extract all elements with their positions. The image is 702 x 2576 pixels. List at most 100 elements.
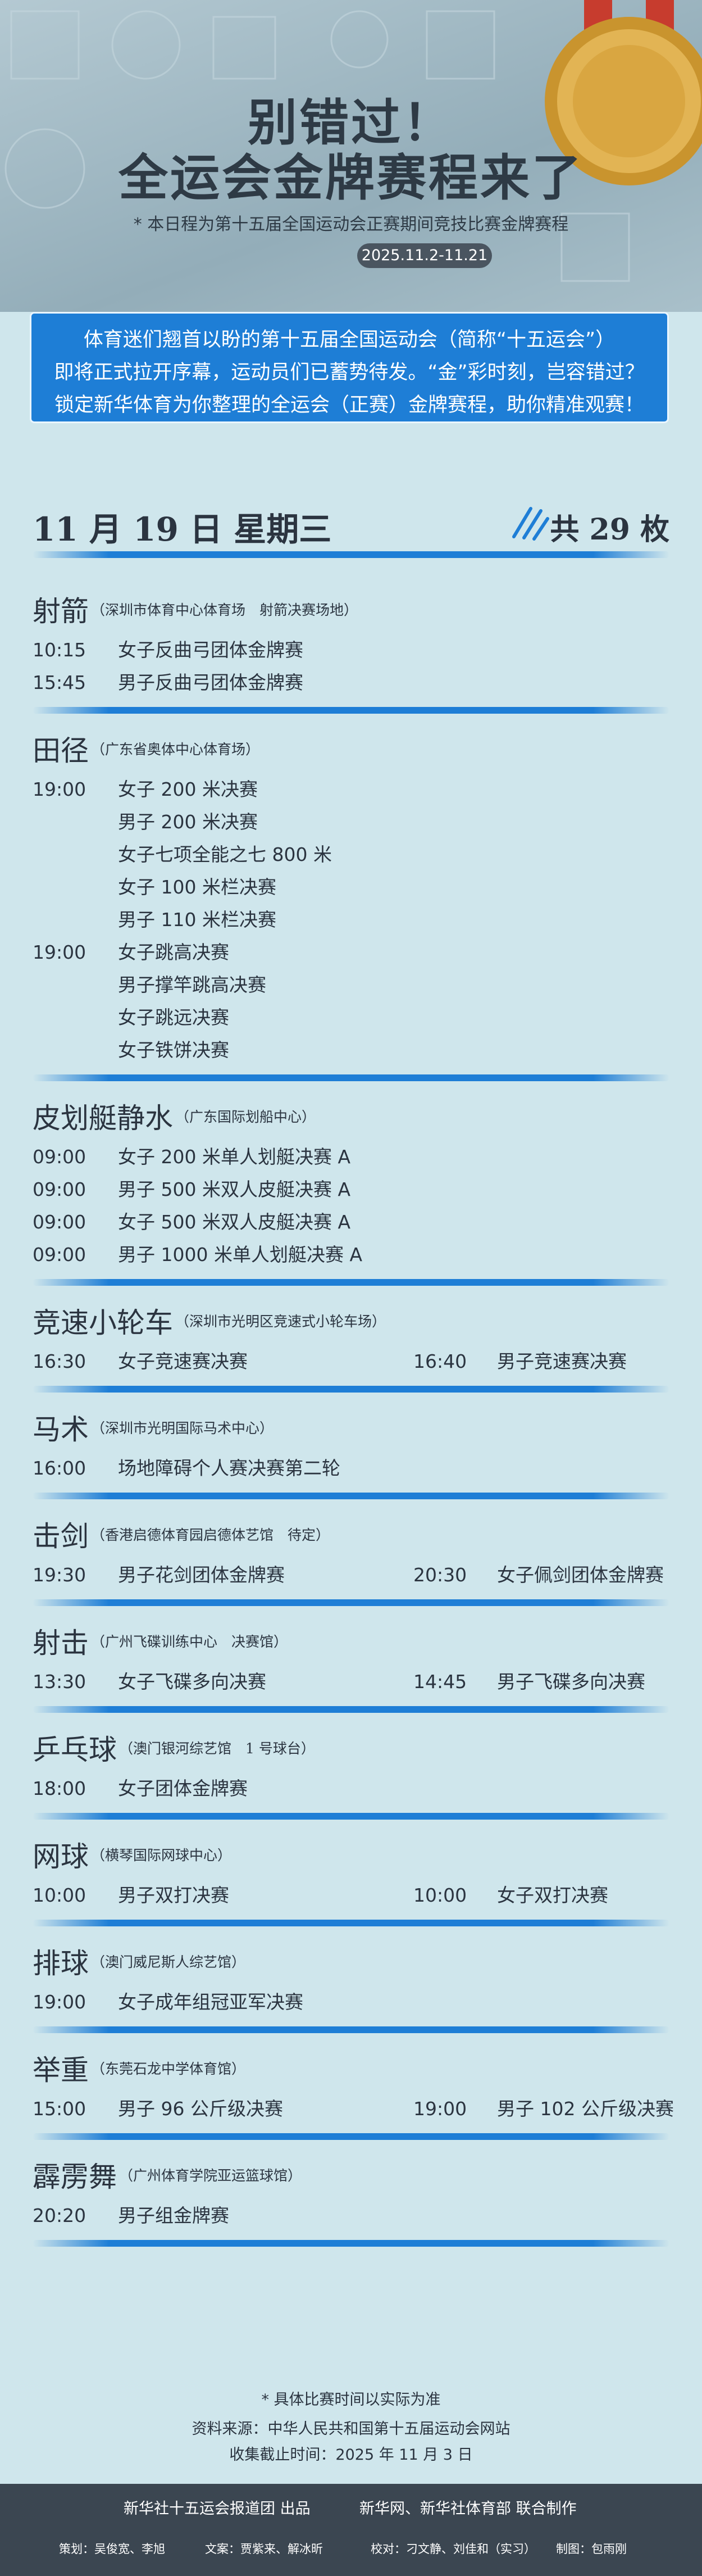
sport-section: 击剑 （香港启德体育园启德体艺馆 待定） 19:30 男子花剑团体金牌赛 20:30 女子…: [0, 1509, 702, 1606]
event-row: 女子七项全能之七 800 米: [0, 838, 702, 871]
event-time: 09:00: [33, 1244, 86, 1266]
event-name: 男子 110 米栏决赛: [118, 909, 276, 931]
venue: （广东省奥体中心体育场）: [91, 741, 260, 758]
venue: （香港启德体育园启德体艺馆 待定）: [91, 1527, 330, 1543]
event-name: 女子跳远决赛: [118, 1006, 229, 1028]
divider: [33, 1493, 669, 1499]
sport-section: 网球 （横琴国际网球中心） 10:00 男子双打决赛 10:00 女子双打决赛: [0, 1830, 702, 1926]
credits: 新华社十五运会报道团 出品 新华网、新华社体育部 联合制作 策划：吴俊宽、李旭 …: [0, 2484, 702, 2576]
divider: [33, 551, 669, 558]
event-name: 男子撑竿跳高决赛: [118, 974, 266, 996]
event-name: 男子反曲弓团体金牌赛: [118, 672, 303, 693]
event-time: 19:00: [413, 2098, 467, 2120]
producer: 新华社十五运会报道团 出品: [124, 2500, 311, 2518]
event-row: 19:30 男子花剑团体金牌赛 20:30 女子佩剑团体金牌赛: [0, 1559, 702, 1591]
intro-box: 体育迷们翘首以盼的第十五届全国运动会（简称“十五运会”） 即将正式拉开序幕，运动…: [30, 312, 669, 423]
sport-heading: 射箭 （深圳市体育中心体育场 射箭决赛场地）: [0, 584, 702, 634]
sport-heading: 击剑 （香港启德体育园启德体艺馆 待定）: [0, 1509, 702, 1559]
day-total: 共 29 枚: [550, 513, 669, 547]
venue: （广州体育学院亚运篮球馆）: [119, 2167, 302, 2184]
event-row: 19:00 女子跳高决赛: [0, 936, 702, 969]
event-row: 10:00 男子双打决赛 10:00 女子双打决赛: [0, 1879, 702, 1912]
venue: （广州飞碟训练中心 决赛馆）: [91, 1634, 288, 1650]
staff: 文案：贾紫来、解冰昕: [205, 2542, 323, 2556]
staff: 制图：包雨刚: [556, 2542, 627, 2556]
event-name: 男子竞速赛决赛: [497, 1350, 627, 1372]
event-name: 男子 1000 米单人划艇决赛 A: [118, 1244, 363, 1266]
sport-name: 马术: [33, 1413, 89, 1446]
date-range: 2025.11.2-11.21: [357, 243, 492, 268]
intro-line: 锁定新华体育为你整理的全运会（正赛）金牌赛程，助你精准观赛！: [54, 394, 644, 416]
event-time: 16:30: [33, 1350, 86, 1372]
event-name: 女子 100 米栏决赛: [118, 876, 276, 898]
event-name: 女子 200 米单人划艇决赛 A: [118, 1146, 351, 1168]
sport-section: 举重 （东莞石龙中学体育馆） 15:00 男子 96 公斤级决赛 19:00 男子 102…: [0, 2043, 702, 2140]
venue: （东莞石龙中学体育馆）: [91, 2061, 246, 2077]
divider: [33, 2133, 669, 2140]
event-time: 19:00: [33, 941, 86, 963]
event-time: 19:30: [33, 1564, 86, 1586]
venue: （深圳市体育中心体育场 射箭决赛场地）: [91, 602, 358, 618]
title-line: 别错过！: [247, 94, 454, 152]
event-row: 09:00 女子 200 米单人划艇决赛 A: [0, 1141, 702, 1173]
event-time: 20:20: [33, 2205, 86, 2226]
staff: 校对：刁文静、刘佳和（实习）: [371, 2542, 536, 2556]
divider: [33, 1386, 669, 1393]
sport-heading: 举重 （东莞石龙中学体育馆）: [0, 2043, 702, 2093]
footer-deadline: 收集截止时间：2025 年 11 月 3 日: [229, 2446, 473, 2464]
event-name: 女子双打决赛: [497, 1884, 608, 1906]
sport-heading: 乒乓球 （澳门银河综艺馆 1 号球台）: [0, 1723, 702, 1772]
event-row: 15:45 男子反曲弓团体金牌赛: [0, 666, 702, 699]
staff: 策划：吴俊宽、李旭: [59, 2542, 165, 2556]
event-name: 女子 500 米双人皮艇决赛 A: [118, 1211, 351, 1233]
event-name: 男子双打决赛: [118, 1884, 229, 1906]
event-row: 16:30 女子竞速赛决赛 16:40 男子竞速赛决赛: [0, 1345, 702, 1378]
event-time: 10:00: [33, 1884, 86, 1906]
event-time: 16:40: [413, 1350, 467, 1372]
event-name: 女子竞速赛决赛: [118, 1350, 248, 1372]
event-name: 女子铁饼决赛: [118, 1039, 229, 1061]
event-name: 女子佩剑团体金牌赛: [497, 1564, 664, 1586]
event-name: 男子 102 公斤级决赛: [497, 2098, 674, 2120]
sport-heading: 竞速小轮车 （深圳市光明区竞速式小轮车场）: [0, 1296, 702, 1345]
event-name: 女子飞碟多向决赛: [118, 1671, 266, 1693]
schedule: 射箭 （深圳市体育中心体育场 射箭决赛场地） 10:15 女子反曲弓团体金牌赛 15:4…: [0, 584, 702, 2257]
event-name: 女子七项全能之七 800 米: [118, 843, 332, 865]
sport-heading: 皮划艇静水 （广东国际划船中心）: [0, 1091, 702, 1141]
event-name: 男子 500 米双人皮艇决赛 A: [118, 1178, 351, 1200]
event-time: 16:00: [33, 1457, 86, 1479]
divider: [33, 1074, 669, 1081]
sport-heading: 排球 （澳门威尼斯人综艺馆）: [0, 1936, 702, 1986]
sport-name: 乒乓球: [33, 1734, 117, 1766]
event-name: 女子成年组冠亚军决赛: [118, 1991, 303, 2013]
sport-section: 田径 （广东省奥体中心体育场） 19:00 女子 200 米决赛 男子 200 米决赛女…: [0, 724, 702, 1081]
header-pattern: [4, 0, 702, 282]
event-name: 男子组金牌赛: [118, 2205, 229, 2226]
sport-heading: 马术 （深圳市光明国际马术中心）: [0, 1403, 702, 1452]
event-time: 09:00: [33, 1146, 86, 1168]
title-line: 全运会金牌赛程来了: [118, 149, 584, 207]
venue: （深圳市光明区竞速式小轮车场）: [175, 1313, 386, 1330]
venue: （广东国际划船中心）: [175, 1109, 316, 1125]
header: 别错过！ 全运会金牌赛程来了 * 本日程为第十五届全国运动会正赛期间竞技比赛金牌…: [0, 0, 702, 312]
sport-heading: 田径 （广东省奥体中心体育场）: [0, 724, 702, 773]
event-row: 18:00 女子团体金牌赛: [0, 1772, 702, 1805]
sport-section: 射箭 （深圳市体育中心体育场 射箭决赛场地） 10:15 女子反曲弓团体金牌赛 15:4…: [0, 584, 702, 714]
event-name: 男子 200 米决赛: [118, 811, 258, 833]
event-time: 18:00: [33, 1777, 86, 1799]
event-row: 09:00 男子 500 米双人皮艇决赛 A: [0, 1173, 702, 1206]
event-time: 09:00: [33, 1211, 86, 1233]
event-name: 女子反曲弓团体金牌赛: [118, 639, 303, 661]
sport-name: 田径: [33, 734, 89, 767]
event-row: 男子 200 米决赛: [0, 806, 702, 838]
header-note: * 本日程为第十五届全国运动会正赛期间竞技比赛金牌赛程: [133, 215, 569, 234]
sport-name: 击剑: [33, 1520, 89, 1553]
divider: [33, 2240, 669, 2247]
sport-name: 射击: [33, 1627, 89, 1659]
event-name: 场地障碍个人赛决赛第二轮: [118, 1457, 340, 1479]
divider: [33, 1599, 669, 1606]
event-row: 19:00 女子成年组冠亚军决赛: [0, 1986, 702, 2019]
footer: * 具体比赛时间以实际为准 资料来源：中华人民共和国第十五届运动会网站 收集截止…: [0, 2385, 702, 2466]
sport-name: 射箭: [33, 595, 89, 628]
intro-line: 即将正式拉开序幕，运动员们已蓄势待发。“金”彩时刻，岂容错过？: [54, 361, 645, 384]
